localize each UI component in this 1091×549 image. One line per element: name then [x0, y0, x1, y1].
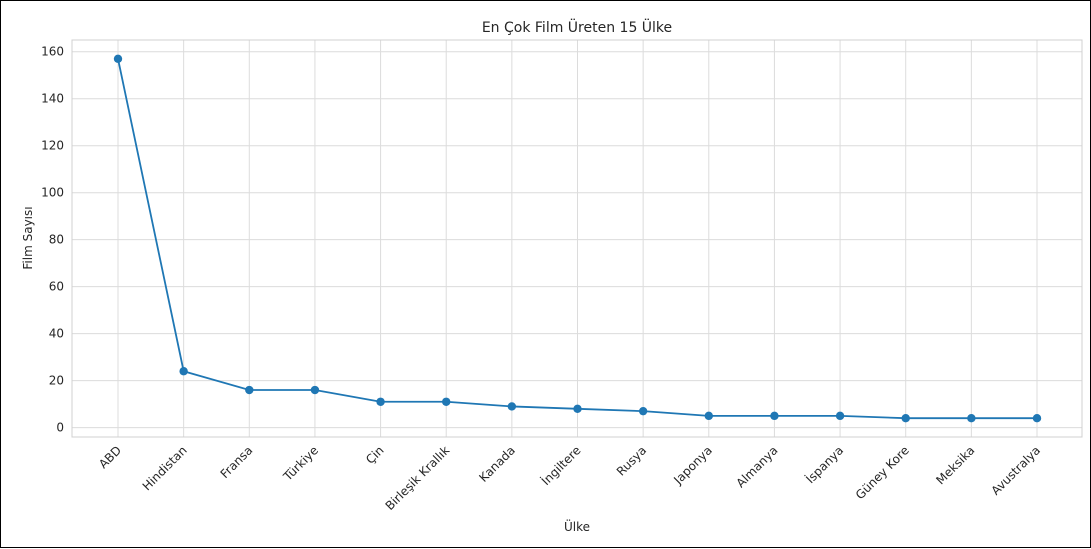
x-tick-label: Birleşik Krallık: [383, 443, 453, 513]
y-tick-label: 40: [49, 327, 64, 341]
y-axis-label: Film Sayısı: [21, 206, 35, 269]
data-point: [1032, 414, 1042, 423]
x-tick-label: Türkiye: [280, 443, 321, 484]
data-point: [442, 397, 451, 406]
x-tick-label: Çin: [363, 443, 387, 467]
data-point: [310, 385, 320, 395]
data-point: [704, 411, 713, 421]
x-tick-label: İspanya: [802, 443, 846, 487]
data-point: [245, 385, 254, 395]
x-tick-label: Hindistan: [140, 443, 190, 493]
x-tick-label: Kanada: [476, 443, 518, 485]
data-point: [376, 397, 385, 406]
data-point: [835, 411, 845, 421]
y-tick-label: 0: [56, 421, 64, 435]
series-film-count: [113, 54, 1042, 423]
data-point: [770, 411, 779, 421]
x-tick-label: Japonya: [670, 443, 714, 487]
x-tick-label: Rusya: [614, 443, 649, 478]
y-tick-label: 140: [41, 92, 64, 106]
x-tick-label: İngiltere: [538, 443, 584, 489]
y-tick-label: 80: [49, 233, 64, 247]
y-tick-label: 100: [41, 186, 64, 200]
data-point: [638, 406, 648, 416]
y-tick-label: 120: [41, 139, 64, 153]
x-axis-label: Ülke: [564, 518, 590, 534]
data-point: [901, 414, 910, 423]
y-tick-label: 60: [49, 280, 64, 294]
x-tick-label: Fransa: [218, 443, 256, 481]
x-tick-label: Almanya: [733, 443, 780, 490]
x-tick-label: ABD: [96, 443, 124, 471]
y-tick-label: 20: [49, 374, 64, 388]
data-point: [179, 367, 188, 376]
y-axis: 0 20 40 60 80 100 120 140 160: [41, 45, 64, 435]
x-tick-label: Avustralya: [988, 443, 1043, 498]
data-point: [573, 404, 582, 414]
data-point: [967, 414, 976, 423]
data-point: [507, 402, 517, 411]
x-tick-label: Güney Kore: [853, 443, 912, 502]
y-tick-label: 160: [41, 45, 64, 59]
grid: [72, 40, 1082, 437]
x-tick-label: Meksika: [933, 443, 977, 487]
data-point: [113, 54, 123, 63]
chart-title: En Çok Film Üreten 15 Ülke: [482, 18, 672, 36]
plot-area: [71, 39, 1083, 438]
